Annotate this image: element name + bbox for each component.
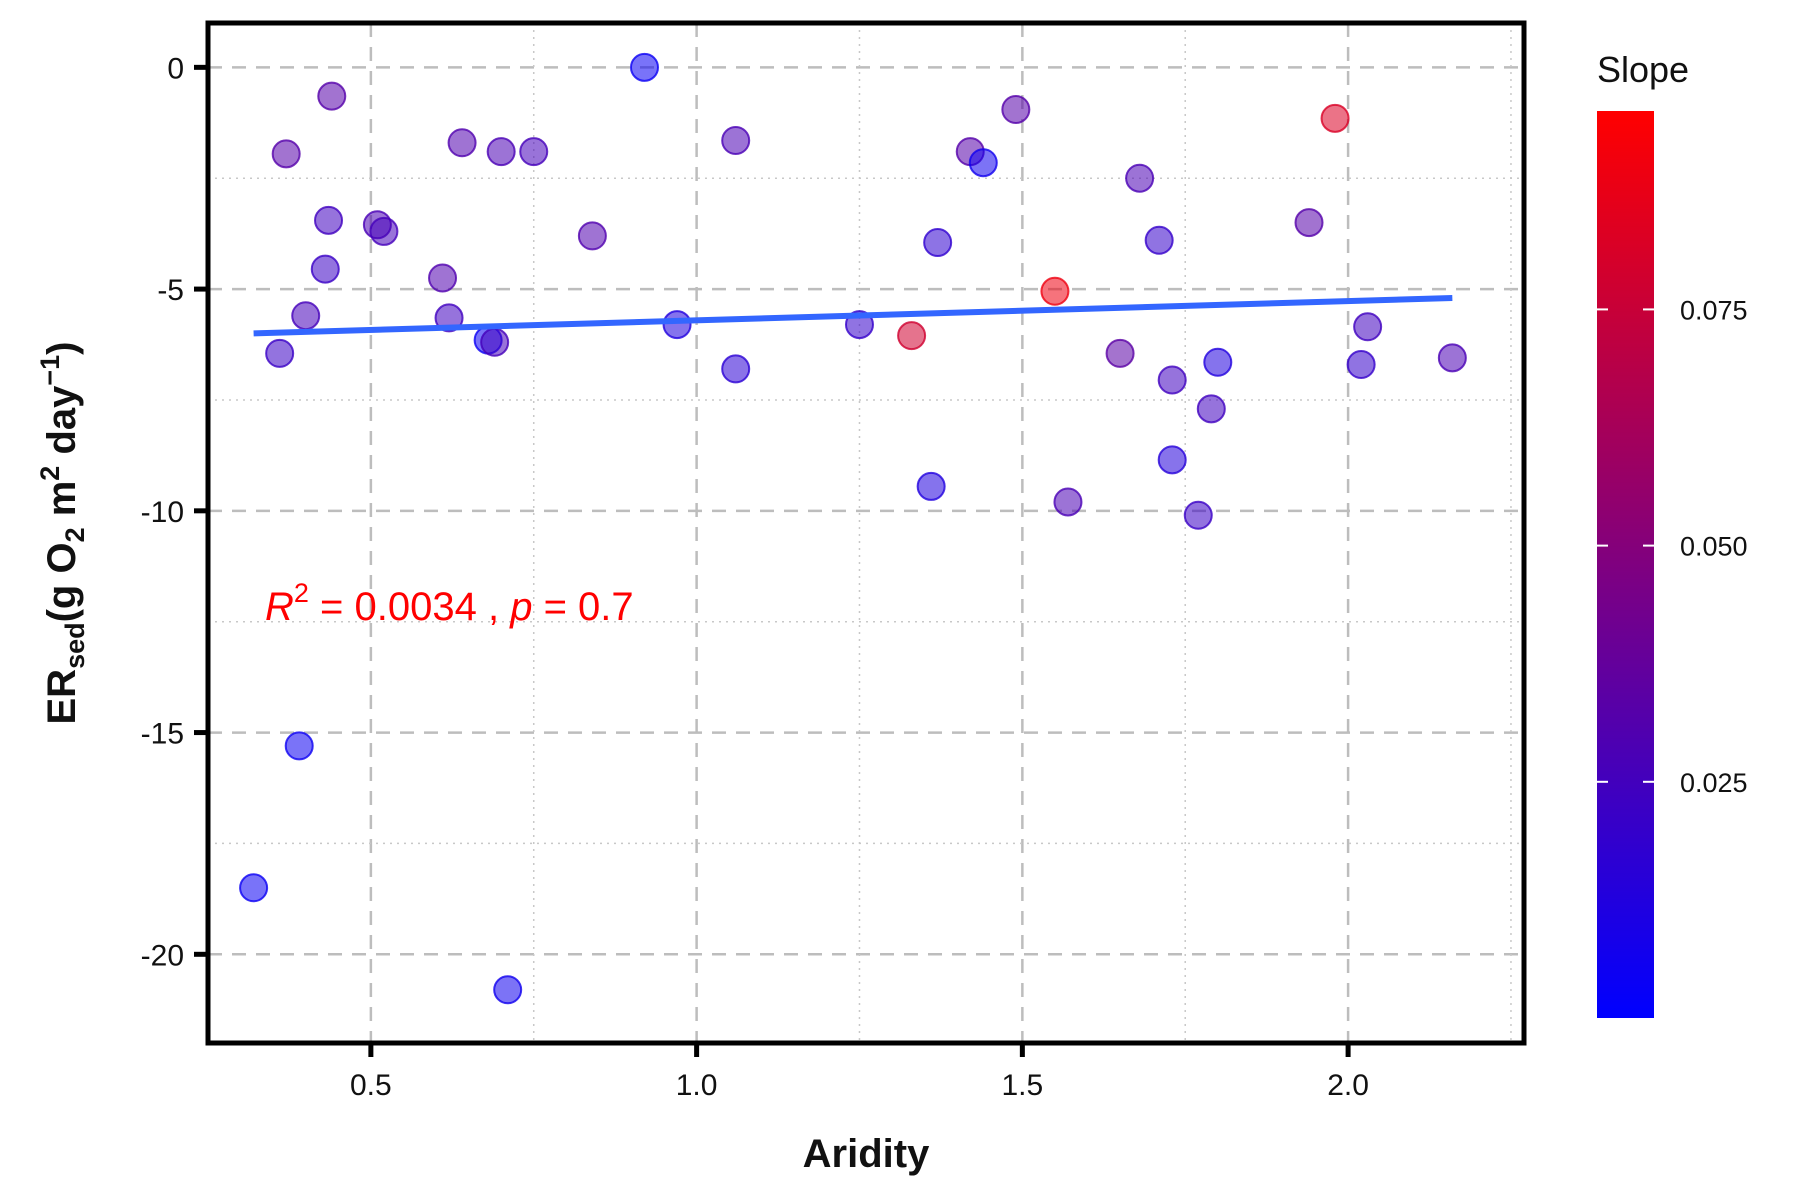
y-title-main: ER <box>40 669 84 725</box>
data-point <box>1183 500 1213 530</box>
data-point <box>577 221 607 251</box>
data-point <box>1125 163 1155 193</box>
p-value: = 0.7 <box>532 585 633 629</box>
colorbar-tick-label: 0.050 <box>1680 532 1748 562</box>
data-point <box>310 254 340 284</box>
data-point <box>480 327 510 357</box>
r-value: = 0.0034 , <box>309 585 510 629</box>
data-point <box>916 471 946 501</box>
y-title-unit-m: m <box>40 481 84 528</box>
data-point <box>1353 312 1383 342</box>
data-point <box>1001 94 1031 124</box>
data-point <box>317 81 347 111</box>
axis-ticks: 0.5 1.0 1.5 2.0 0 -5 -10 -15 -20 <box>141 52 1369 1102</box>
colorbar-ticks: 0.025 0.050 0.075 <box>1597 295 1748 798</box>
data-point <box>1294 208 1324 238</box>
colorbar-title: Slope <box>1597 49 1689 90</box>
data-point <box>265 338 295 368</box>
x-axis-title: Aridity <box>803 1132 930 1176</box>
plot-frame <box>205 20 1527 1046</box>
colorbar-gradient <box>1597 111 1654 1018</box>
colorbar-tick-label: 0.025 <box>1680 768 1748 798</box>
points-layer <box>239 52 1467 1005</box>
data-point <box>1144 225 1174 255</box>
data-point <box>1320 103 1350 133</box>
y-tick-label: -20 <box>141 939 184 972</box>
colorbar: Slope 0.025 0.050 0.075 <box>1597 49 1748 1018</box>
y-title-unit-open: (g O <box>40 542 84 622</box>
data-point <box>923 228 953 258</box>
data-point <box>239 873 269 903</box>
data-point <box>662 310 692 340</box>
data-point <box>968 148 998 178</box>
data-point <box>314 205 344 235</box>
data-point <box>1196 394 1226 424</box>
fit-line <box>253 294 1453 337</box>
y-tick-label: -5 <box>157 274 184 307</box>
data-point <box>1346 349 1376 379</box>
data-point <box>629 52 659 82</box>
r-superscript: 2 <box>294 578 309 608</box>
data-point <box>897 321 927 351</box>
data-point <box>284 731 314 761</box>
y-title-sub: sed <box>60 622 90 669</box>
y-title-unit-close: ) <box>40 341 84 354</box>
data-point <box>519 137 549 167</box>
data-point <box>1105 338 1135 368</box>
data-point <box>447 128 477 158</box>
grid-layer <box>207 23 1524 1043</box>
x-tick-label: 1.5 <box>1001 1069 1043 1102</box>
p-label: p <box>509 585 532 629</box>
y-tick-label: -15 <box>141 718 184 751</box>
data-point <box>1203 347 1233 377</box>
data-point <box>271 139 301 169</box>
y-tick-label: -10 <box>141 496 184 529</box>
y-title-m-sup: 2 <box>35 466 65 481</box>
y-title-o2-sub: 2 <box>60 527 90 542</box>
x-tick-label: 2.0 <box>1327 1069 1369 1102</box>
data-point <box>721 126 751 156</box>
y-axis-title: ERsed(g O2 m2 day−1) <box>35 341 90 724</box>
y-title-unit-day: day <box>40 385 84 466</box>
data-point <box>1157 445 1187 475</box>
x-tick-label: 1.0 <box>676 1069 718 1102</box>
data-point <box>369 216 399 246</box>
x-tick-label: 0.5 <box>350 1069 392 1102</box>
data-point <box>291 301 321 331</box>
data-point <box>1040 276 1070 306</box>
y-title-day-sup: −1 <box>35 355 65 386</box>
data-point <box>1053 487 1083 517</box>
r-label: R <box>265 585 294 629</box>
data-point <box>1437 343 1467 373</box>
data-point <box>1157 365 1187 395</box>
data-point <box>721 354 751 384</box>
data-point <box>486 137 516 167</box>
data-point <box>428 263 458 293</box>
fit-annotation: R2 = 0.0034 , p = 0.7 <box>265 578 634 629</box>
colorbar-tick-label: 0.075 <box>1680 295 1748 325</box>
data-point <box>493 975 523 1005</box>
y-tick-label: 0 <box>167 52 184 85</box>
